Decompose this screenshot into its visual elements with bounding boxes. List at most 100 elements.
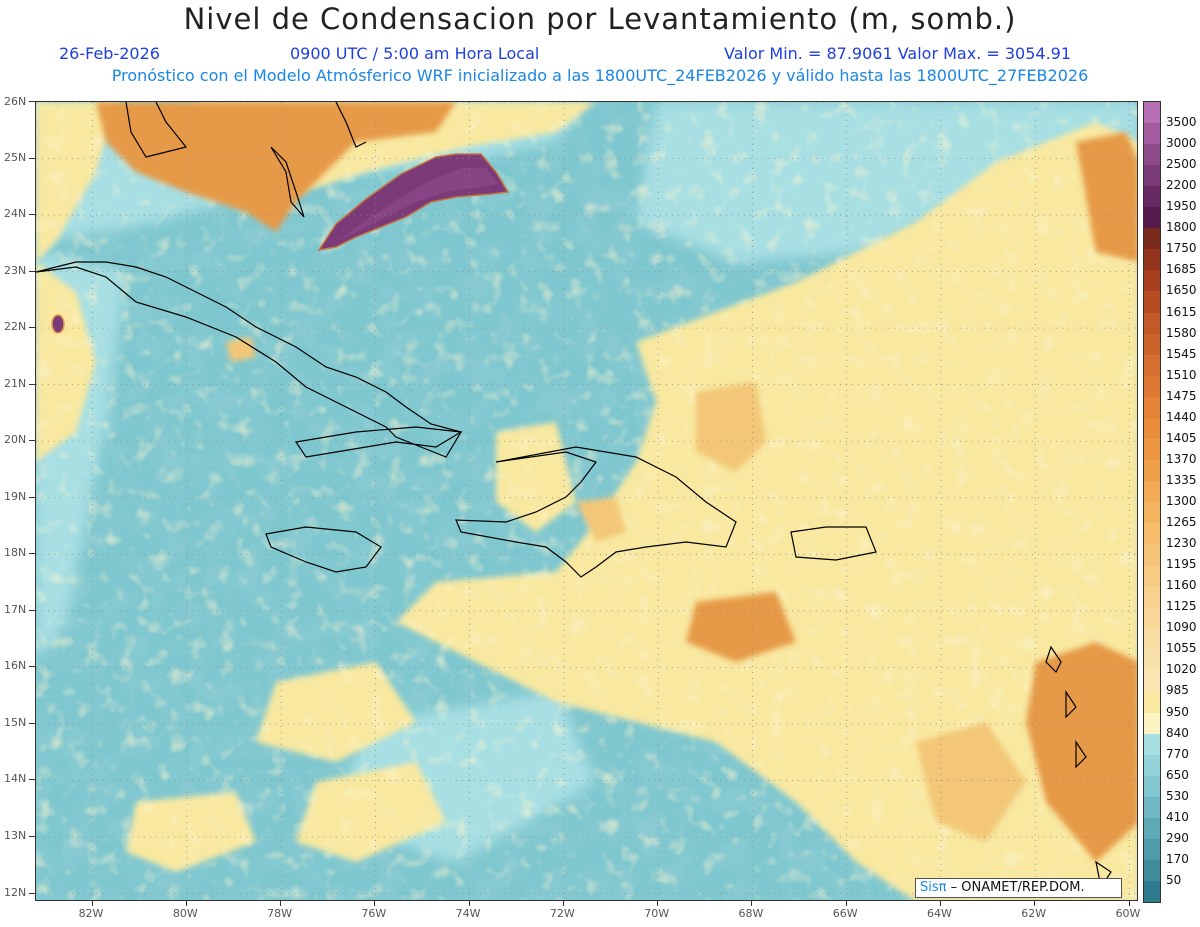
orange-hispaniola — [576, 497, 626, 542]
colorbar-cell — [1144, 123, 1160, 145]
longitude-tick-label: 60W — [1115, 907, 1141, 920]
forecast-time: 0900 UTC / 5:00 am Hora Local — [290, 44, 540, 63]
organization-label: – ONAMET/REP.DOM. — [950, 880, 1085, 895]
latitude-tick — [29, 892, 35, 894]
latitude-tick-label: 17N — [4, 602, 27, 616]
colorbar-cell — [1144, 712, 1160, 735]
value-min-max: Valor Min. = 87.9061 Valor Max. = 3054.9… — [724, 44, 1072, 63]
map-panel[interactable] — [35, 101, 1138, 901]
colorbar-label: 1335 — [1166, 472, 1197, 487]
florida-orange — [96, 102, 456, 232]
cuba-south-coast — [294, 426, 463, 458]
latitude-tick-label: 15N — [4, 715, 27, 729]
colorbar-label: 1195 — [1166, 557, 1197, 572]
colorbar-cell — [1144, 396, 1160, 419]
latitude-tick-label: 26N — [4, 95, 27, 108]
longitude-tick — [374, 901, 376, 906]
colorbar-label: 770 — [1166, 746, 1189, 761]
colorbar-label: 1800 — [1166, 220, 1197, 235]
hispaniola-coast — [455, 446, 737, 578]
latitude-tick — [29, 553, 35, 555]
latitude-tick-label: 21N — [4, 376, 27, 390]
colorbar-cell — [1144, 375, 1160, 398]
colorbar-label: 1300 — [1166, 494, 1197, 508]
latitude-tick — [29, 440, 35, 442]
lcl-map[interactable] — [36, 102, 1138, 901]
longitude-tick — [940, 901, 942, 906]
latitude-tick-label: 19N — [4, 489, 27, 503]
colorbar-cell — [1144, 754, 1160, 777]
colorbar-cell — [1144, 438, 1160, 461]
colorbar-label: 290 — [1166, 830, 1189, 845]
colorbar-label: 985 — [1166, 683, 1189, 698]
colorbar-label: 1265 — [1166, 515, 1197, 530]
colorbar-label: 1055 — [1166, 641, 1197, 656]
latitude-tick — [29, 383, 35, 385]
colorbar-cell — [1144, 796, 1160, 819]
colorbar-label: 1950 — [1166, 199, 1197, 214]
colorbar-cell — [1144, 102, 1160, 124]
colorbar-label: 1370 — [1166, 451, 1197, 466]
orange-ne — [1076, 132, 1137, 262]
longitude-tick-label: 78W — [267, 907, 292, 920]
colorbar-cell — [1144, 207, 1160, 229]
colorbar-label: 2200 — [1166, 178, 1197, 193]
orange-16n-68w — [686, 592, 796, 662]
colorbar-cell — [1144, 775, 1160, 798]
longitude-tick-label: 70W — [644, 907, 670, 920]
colorbar-cell — [1144, 249, 1160, 271]
colorbar-cell — [1144, 459, 1160, 482]
latitude-tick — [29, 496, 35, 498]
colorbar-cell — [1144, 144, 1160, 166]
colorbar-label: 410 — [1166, 809, 1189, 824]
orange-20n-69w — [696, 382, 766, 472]
colorbar-label: 950 — [1166, 704, 1189, 719]
latitude-tick — [29, 722, 35, 724]
latitude-tick-label: 16N — [4, 659, 27, 673]
orange-lesser-antilles — [1026, 642, 1137, 862]
dominica-coast — [1065, 690, 1077, 719]
colorbar-cell — [1144, 565, 1160, 587]
longitude-tick-label: 80W — [172, 907, 198, 920]
bahamas-coast — [335, 102, 367, 148]
puerto-rico-coast — [790, 526, 877, 561]
lat-lon-grid — [36, 102, 1137, 900]
latitude-tick-label: 18N — [4, 546, 27, 560]
longitude-tick — [1034, 901, 1036, 906]
colorbar-cell — [1144, 586, 1160, 608]
colorbar-label: 840 — [1166, 725, 1189, 740]
longitude-tick-label: 74W — [455, 907, 481, 920]
latitude-tick — [29, 666, 35, 668]
colorbar-cell — [1144, 186, 1160, 208]
longitude-tick-label: 72W — [549, 907, 575, 920]
colorbar-label: 1510 — [1166, 367, 1197, 382]
forecast-date: 26-Feb-2026 — [59, 44, 160, 63]
latitude-tick — [29, 327, 35, 329]
colorbar-label: 1020 — [1166, 662, 1197, 677]
colorbar-cell — [1144, 333, 1160, 356]
colorbar-label: 3000 — [1166, 136, 1197, 151]
colorbar-cell — [1144, 523, 1160, 545]
colorbar-cell — [1144, 733, 1160, 756]
colorbar-cell — [1144, 691, 1160, 714]
page-title: Nivel de Condensacion por Levantamiento … — [183, 2, 1017, 36]
colorbar-label: 1405 — [1166, 430, 1197, 445]
guadeloupe-coast — [1045, 645, 1062, 674]
colorbar-label: 1090 — [1166, 620, 1197, 635]
colorbar-label: 1475 — [1166, 388, 1197, 403]
latitude-tick — [29, 214, 35, 216]
colorbar-cell — [1144, 859, 1160, 882]
longitude-tick — [91, 901, 93, 906]
colorbar-label: 1125 — [1166, 599, 1197, 614]
colorbar-label: 650 — [1166, 767, 1189, 782]
latitude-tick-label: 24N — [4, 207, 27, 221]
latitude-tick — [29, 835, 35, 837]
colorbar-cell — [1144, 502, 1160, 524]
colorbar-cell — [1144, 291, 1160, 314]
andros-coast — [270, 146, 305, 218]
latitude-tick — [29, 270, 35, 272]
latitude-tick — [29, 157, 35, 159]
colorbar-label: 1750 — [1166, 241, 1197, 256]
longitude-tick — [751, 901, 753, 906]
colorbar-cell — [1144, 354, 1160, 377]
